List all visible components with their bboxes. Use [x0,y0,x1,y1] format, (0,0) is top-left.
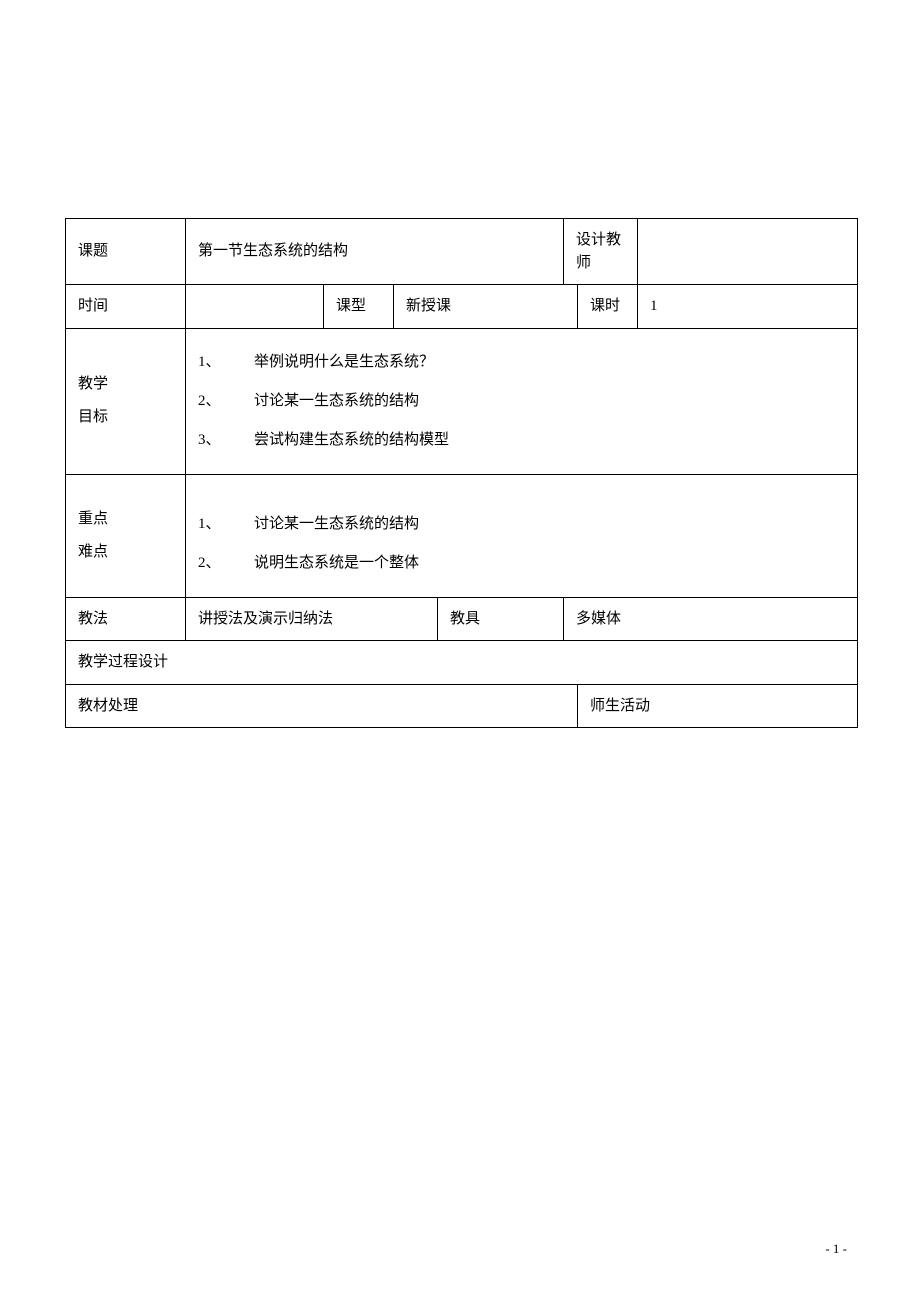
label-objectives: 教学 目标 [66,328,186,474]
value-tools: 多媒体 [564,597,858,641]
value-time [186,285,324,329]
item-num: 1、 [198,343,226,382]
table-row: 教材处理 师生活动 [66,684,858,728]
list-item: 2、 讨论某一生态系统的结构 [198,382,845,421]
label-designer: 设计教师 [564,219,638,285]
item-text: 说明生态系统是一个整体 [254,555,419,571]
item-text: 尝试构建生态系统的结构模型 [254,432,449,448]
item-num: 2、 [198,382,226,421]
label-text: 重点 [78,511,108,527]
label-text: 难点 [78,544,108,560]
label-lesson-type: 课型 [324,285,394,329]
page-number: - 1 - [825,1241,847,1257]
value-method: 讲授法及演示归纳法 [186,597,438,641]
label-text: 教学 [78,376,108,392]
label-text: 目标 [78,409,108,425]
label-topic: 课题 [66,219,186,285]
keypoints-cell: 1、 讨论某一生态系统的结构 2、 说明生态系统是一个整体 [186,474,858,597]
item-num: 3、 [198,421,226,460]
table-row: 课题 第一节生态系统的结构 设计教师 [66,219,858,285]
table-row: 教法 讲授法及演示归纳法 教具 多媒体 [66,597,858,641]
list-item: 3、 尝试构建生态系统的结构模型 [198,421,845,460]
value-lesson-hours: 1 [638,285,858,329]
item-num: 2、 [198,544,226,583]
value-lesson-type: 新授课 [394,285,578,329]
table-row: 教学 目标 1、 举例说明什么是生态系统？ 2、 讨论某一生态系统的结构 3、 尝试构… [66,328,858,474]
list-item: 1、 讨论某一生态系统的结构 [198,505,845,544]
value-designer [638,219,858,285]
table-row: 重点 难点 1、 讨论某一生态系统的结构 2、 说明生态系统是一个整体 [66,474,858,597]
table-row: 时间 课型 新授课 课时 1 [66,285,858,329]
label-process-design: 教学过程设计 [66,641,858,685]
label-tools: 教具 [438,597,564,641]
table: 课题 第一节生态系统的结构 设计教师 时间 课型 新授课 课时 1 教学 目标 … [65,218,858,728]
label-time: 时间 [66,285,186,329]
objectives-cell: 1、 举例说明什么是生态系统？ 2、 讨论某一生态系统的结构 3、 尝试构建生态系统的… [186,328,858,474]
label-material-handling: 教材处理 [66,684,578,728]
item-text: 举例说明什么是生态系统？ [254,354,434,370]
list-item: 2、 说明生态系统是一个整体 [198,544,845,583]
label-method: 教法 [66,597,186,641]
value-topic: 第一节生态系统的结构 [186,219,564,285]
label-keypoints: 重点 难点 [66,474,186,597]
table-row: 教学过程设计 [66,641,858,685]
item-text: 讨论某一生态系统的结构 [254,516,419,532]
item-num: 1、 [198,505,226,544]
list-item: 1、 举例说明什么是生态系统？ [198,343,845,382]
label-lesson-hours: 课时 [578,285,638,329]
label-activities: 师生活动 [578,684,858,728]
item-text: 讨论某一生态系统的结构 [254,393,419,409]
lesson-plan-table: 课题 第一节生态系统的结构 设计教师 时间 课型 新授课 课时 1 教学 目标 … [65,218,855,728]
